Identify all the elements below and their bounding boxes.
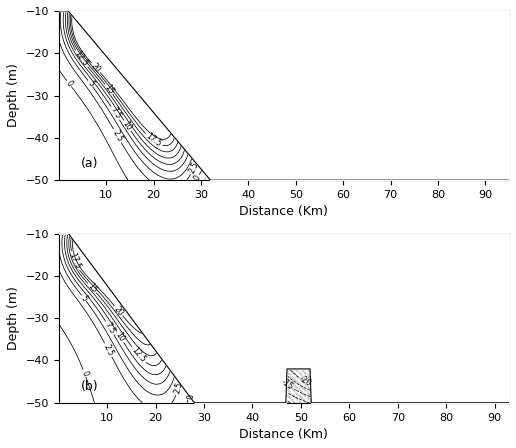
Text: 7.5: 7.5: [108, 106, 122, 121]
Y-axis label: Depth (m): Depth (m): [7, 286, 20, 350]
Text: (a): (a): [81, 157, 99, 170]
Text: 2.5: 2.5: [102, 343, 115, 358]
X-axis label: Distance (Km): Distance (Km): [239, 428, 328, 441]
Text: -15: -15: [280, 377, 295, 392]
Text: 12.5: 12.5: [130, 346, 147, 364]
Text: 5: 5: [79, 294, 89, 303]
Text: 17.5: 17.5: [144, 132, 163, 149]
Text: 17.5: 17.5: [67, 251, 82, 270]
Text: 10: 10: [121, 119, 134, 132]
Text: 0: 0: [183, 393, 192, 399]
Text: 2.5: 2.5: [188, 160, 201, 175]
Text: 5: 5: [85, 79, 95, 88]
Text: 10: 10: [114, 331, 126, 343]
Text: 12.5: 12.5: [73, 49, 90, 68]
Text: (b): (b): [81, 379, 99, 392]
Text: -20: -20: [298, 375, 313, 388]
Text: 20: 20: [112, 304, 125, 317]
Text: 2.5: 2.5: [172, 381, 184, 395]
Text: 15: 15: [86, 281, 99, 295]
Text: 0: 0: [64, 79, 74, 88]
Text: 7.5: 7.5: [103, 320, 117, 335]
Text: 15: 15: [102, 83, 116, 96]
Text: 0: 0: [192, 174, 203, 182]
X-axis label: Distance (Km): Distance (Km): [239, 206, 328, 219]
Y-axis label: Depth (m): Depth (m): [7, 64, 20, 128]
Text: 20: 20: [89, 61, 102, 74]
Text: 2.5: 2.5: [110, 129, 124, 143]
Text: 0: 0: [79, 370, 89, 377]
